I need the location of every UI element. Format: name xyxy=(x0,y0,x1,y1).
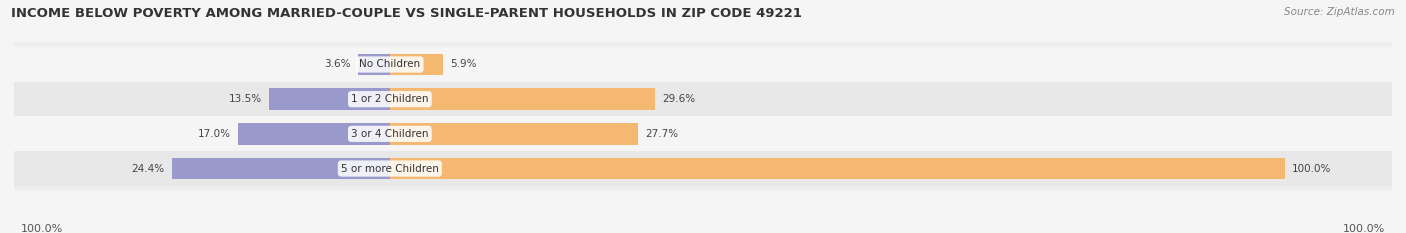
Bar xyxy=(389,88,655,110)
Text: 17.0%: 17.0% xyxy=(198,129,231,139)
Text: 29.6%: 29.6% xyxy=(662,94,695,104)
Bar xyxy=(14,47,1392,82)
Text: 100.0%: 100.0% xyxy=(1343,224,1385,233)
Bar xyxy=(389,123,638,145)
Text: 5.9%: 5.9% xyxy=(450,59,477,69)
Text: 13.5%: 13.5% xyxy=(229,94,262,104)
Bar xyxy=(14,151,1392,186)
Bar xyxy=(389,158,1285,179)
Text: 100.0%: 100.0% xyxy=(21,224,63,233)
Text: 3 or 4 Children: 3 or 4 Children xyxy=(352,129,429,139)
Text: 100.0%: 100.0% xyxy=(1292,164,1331,174)
Text: 1 or 2 Children: 1 or 2 Children xyxy=(352,94,429,104)
Bar xyxy=(238,123,389,145)
Bar xyxy=(389,54,443,75)
Text: 24.4%: 24.4% xyxy=(131,164,165,174)
Bar xyxy=(269,88,389,110)
Text: 3.6%: 3.6% xyxy=(323,59,350,69)
Text: 27.7%: 27.7% xyxy=(645,129,678,139)
Bar xyxy=(14,82,1392,116)
Bar xyxy=(172,158,389,179)
Bar xyxy=(357,54,389,75)
Text: INCOME BELOW POVERTY AMONG MARRIED-COUPLE VS SINGLE-PARENT HOUSEHOLDS IN ZIP COD: INCOME BELOW POVERTY AMONG MARRIED-COUPL… xyxy=(11,7,801,20)
Text: Source: ZipAtlas.com: Source: ZipAtlas.com xyxy=(1284,7,1395,17)
Bar xyxy=(14,116,1392,151)
Text: 5 or more Children: 5 or more Children xyxy=(340,164,439,174)
Text: No Children: No Children xyxy=(360,59,420,69)
